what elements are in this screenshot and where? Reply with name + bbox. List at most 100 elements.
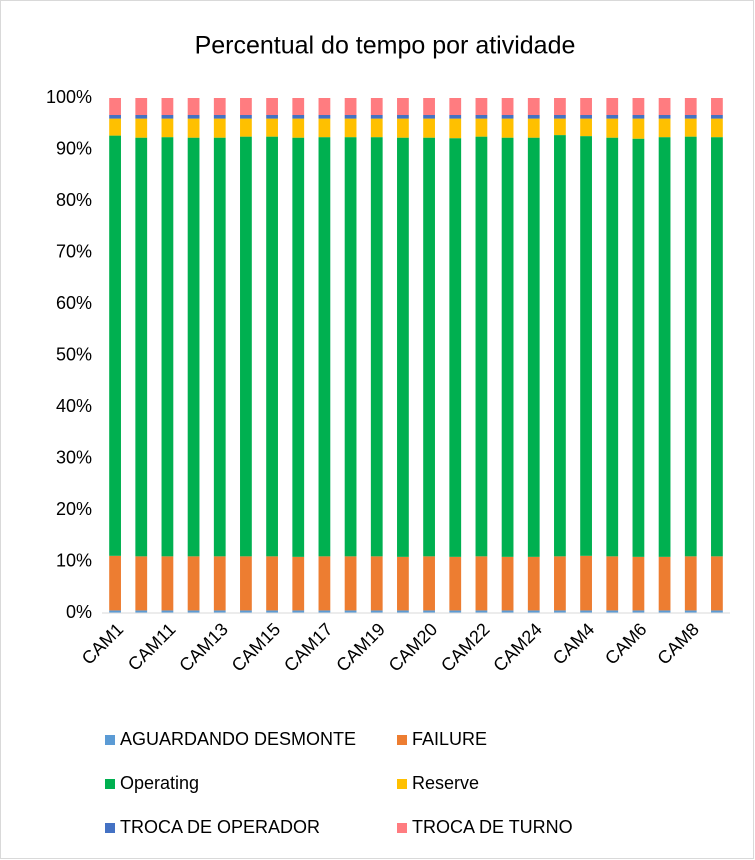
bar-segment [344,610,357,613]
bar-segment [684,114,697,119]
bar-segment [135,137,148,557]
bar-segment [397,98,409,115]
bar-segment [344,118,357,138]
bar-segment [292,114,305,119]
chart-title: Percentual do tempo por atividade [195,32,576,60]
bar-segment [632,610,645,613]
bar-segment [632,114,645,119]
bar-segment [475,610,488,613]
bar-segment [344,556,357,611]
bar-segment [318,556,331,611]
bar-segment [580,136,592,556]
bar-segment [213,556,226,611]
bar-segment [397,610,409,613]
bar-segment [397,114,409,119]
legend-label: Operating [120,773,199,793]
bar-segment [527,98,540,115]
bar-segment [501,118,514,138]
bar-segment [449,114,462,119]
y-tick-label: 70% [56,241,92,261]
bar-segment [527,118,540,138]
bar-segment [318,137,331,557]
bar-segment [684,136,697,557]
bar-segment [527,610,540,613]
bar-segment [606,137,619,557]
bar-segment [240,136,252,557]
bar-segment [344,137,357,557]
bar-segment [554,114,566,119]
bar-segment [240,114,252,119]
bar-segment [606,610,619,613]
legend-swatch [105,779,115,789]
bar-segment [527,114,540,119]
legend-swatch [397,779,407,789]
bar-segment [370,98,383,115]
bar-segment [658,137,671,557]
bar-segment [292,118,305,138]
bar-segment [213,610,226,613]
legend-label: Reserve [412,773,479,793]
bar-segment [161,556,174,611]
bar-segment [501,114,514,119]
bar-segment [292,556,305,611]
bar-segment [423,118,435,138]
bar-segment [684,610,697,613]
bar-segment [187,118,200,138]
bar-segment [240,556,252,611]
bar-segment [370,610,383,613]
bar-segment [161,114,174,119]
y-tick-label: 60% [56,293,92,313]
bar-segment [711,137,723,557]
bar-segment [554,118,566,136]
bar-segment [109,135,121,556]
bar-segment [711,98,723,115]
bar-segment [318,610,331,613]
y-tick-label: 30% [56,447,92,467]
bar-segment [580,118,592,137]
bar-segment [475,556,488,611]
bar-segment [580,98,592,115]
bar-segment [606,114,619,119]
bar-segment [711,556,723,611]
bar-segment [109,114,121,119]
bar-segment [292,98,305,115]
bar-segment [527,137,540,557]
y-tick-label: 20% [56,499,92,519]
bar-segment [554,556,566,611]
bar-segment [370,114,383,119]
bar-segment [658,556,671,611]
bar-segment [370,556,383,611]
bar-segment [266,98,278,115]
bar-segment [135,118,148,138]
bar-segment [606,118,619,138]
bar-segment [501,556,514,611]
bar-segment [449,138,462,557]
bar-segment [266,610,278,613]
bar-segment [187,137,200,557]
bar-segment [213,137,226,557]
legend-swatch [105,823,115,833]
bar-segment [344,114,357,119]
bar-segment [554,135,566,557]
bar-segment [109,118,121,136]
bar-segment [632,138,645,557]
bar-segment [397,118,409,138]
bar-segment [266,136,278,557]
y-tick-label: 80% [56,190,92,210]
y-tick-label: 40% [56,396,92,416]
bar-segment [266,118,278,137]
bar-segment [449,556,462,611]
bar-segment [161,98,174,115]
bar-segment [109,98,121,115]
bar-segment [606,556,619,611]
y-tick-label: 100% [46,87,92,107]
legend-label: TROCA DE TURNO [412,817,573,837]
bar-segment [135,610,148,613]
bar-segment [580,114,592,119]
bar-segment [554,98,566,115]
bar-segment [580,555,592,611]
bar-segment [266,556,278,611]
bar-segment [501,137,514,557]
bar-segment [475,114,488,119]
bar-segment [109,555,121,611]
